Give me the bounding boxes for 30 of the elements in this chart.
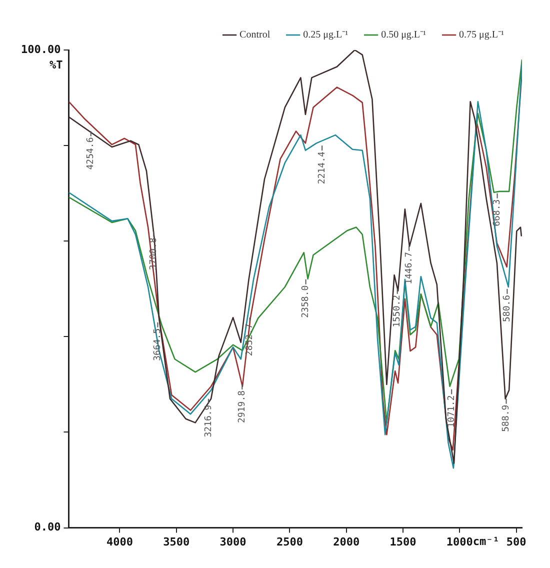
legend-label: 0.75 μg.L⁻¹: [459, 30, 504, 41]
x-tick-label: 2000: [333, 535, 360, 548]
legend-label: 0.50 μg.L⁻¹: [381, 30, 426, 41]
x-tick-label: 2500: [276, 535, 303, 548]
y-tick-label: 0.00: [34, 520, 61, 534]
annotation: 4254.6: [86, 137, 96, 170]
x-tick-label: 3500: [163, 535, 190, 548]
annotation: 588.9: [502, 404, 512, 432]
annotation: 2852.7: [245, 324, 256, 356]
annotation: 1446.7: [404, 252, 414, 284]
annotation: 2358.0: [301, 285, 312, 318]
y-axis-title: %T: [49, 58, 64, 72]
y-tick-label: 100.00: [20, 42, 61, 56]
annotation: 1071.2: [446, 395, 457, 428]
x-tick-label: 1500: [390, 535, 416, 548]
annotation: 668.3: [492, 199, 503, 226]
annotation: 3664.5: [153, 328, 164, 361]
annotation: 1550.2: [392, 294, 403, 328]
x-tick-label: 500: [506, 535, 526, 548]
legend-label: Control: [240, 30, 270, 41]
annotation: 3700.8: [148, 238, 159, 270]
x-tick-label: 4000: [106, 535, 133, 548]
annotation: 2214.4: [317, 152, 328, 184]
annotation: 2919.8: [237, 390, 248, 423]
annotation: 3216.9: [204, 404, 214, 438]
x-axis-title: cm⁻¹: [472, 535, 500, 548]
x-tick-label: 1000: [446, 535, 473, 548]
annotation: 580.6: [502, 294, 513, 322]
x-tick-label: 3000: [220, 535, 246, 548]
legend-label: 0.25 μg.L⁻¹: [303, 30, 348, 41]
